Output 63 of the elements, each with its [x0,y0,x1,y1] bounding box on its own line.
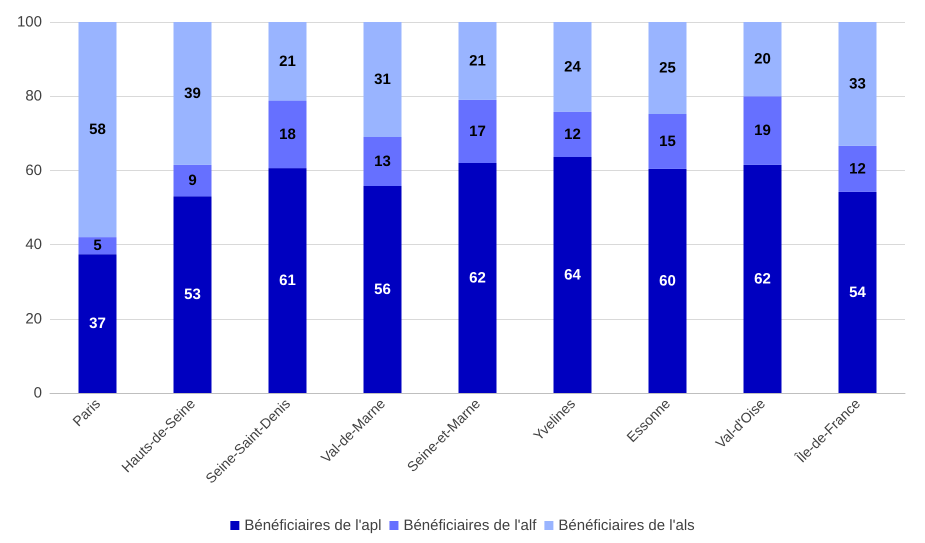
bar [458,22,496,100]
bar [458,100,496,163]
bar [78,237,116,254]
data-label: 13 [374,152,391,170]
y-tick-label: 20 [25,310,42,328]
bar [268,100,306,168]
legend-label: Bénéficiaires de l'als [558,517,695,534]
bar [648,22,686,114]
data-label: 58 [89,121,106,138]
data-label: 37 [89,315,106,332]
bar [554,157,592,393]
data-label: 15 [659,132,676,150]
y-tick-label: 80 [25,88,42,105]
data-label: 62 [469,269,486,286]
data-label: 25 [659,60,676,77]
y-tick-label: 60 [25,162,42,179]
data-label: 24 [564,58,582,76]
bar [364,186,402,393]
y-tick-label: 40 [25,236,42,254]
data-label: 21 [279,52,296,70]
data-label: 54 [849,284,866,301]
data-label: 12 [849,160,866,178]
data-label: 19 [754,122,771,140]
data-label: 60 [659,272,676,290]
bar [174,22,212,165]
bar [744,22,782,96]
bar [744,96,782,165]
bar [268,22,306,101]
bar [174,196,212,393]
bar [78,254,116,393]
data-label: 39 [184,84,201,102]
bar [554,22,592,112]
legend-label: Bénéficiaires de l'alf [403,517,538,534]
bar [268,168,306,393]
bar [554,112,592,158]
data-label: 12 [564,126,581,143]
bar [744,164,782,393]
data-label: 31 [374,71,391,88]
bar [78,22,116,238]
bar [648,114,686,169]
data-label: 9 [188,172,197,190]
data-label: 18 [279,126,296,143]
data-label: 17 [469,122,486,140]
y-tick-label: 100 [16,14,42,30]
bar [648,168,686,393]
data-label: 64 [564,266,582,284]
data-label: 33 [849,75,866,92]
bar [458,162,496,393]
bar [838,22,876,146]
data-label: 61 [279,272,296,290]
y-tick-label: 0 [34,384,42,402]
bar [838,146,876,192]
bar [174,164,212,196]
data-label: 20 [754,50,771,68]
bar [364,137,402,186]
data-label: 21 [469,52,486,70]
data-label: 62 [754,270,771,288]
bar [838,192,876,393]
legend-label: Bénéficiaires de l'apl [244,517,382,534]
data-label: 53 [184,286,201,304]
bar [364,22,402,138]
data-label: 5 [93,237,102,254]
data-label: 56 [374,280,391,298]
